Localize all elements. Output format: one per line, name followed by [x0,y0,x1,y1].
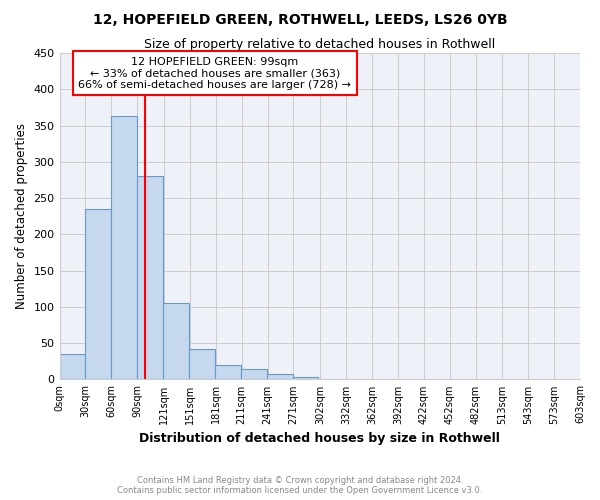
Bar [266,374,293,380]
Bar [85,209,112,380]
Bar [215,365,241,380]
Bar [241,368,266,380]
Bar [137,176,163,380]
Text: 12, HOPEFIELD GREEN, ROTHWELL, LEEDS, LS26 0YB: 12, HOPEFIELD GREEN, ROTHWELL, LEEDS, LS… [92,12,508,26]
X-axis label: Distribution of detached houses by size in Rothwell: Distribution of detached houses by size … [139,432,500,445]
Y-axis label: Number of detached properties: Number of detached properties [15,123,28,309]
Bar [319,378,344,380]
Bar [112,116,137,380]
Bar [293,378,319,380]
Bar [344,378,370,380]
Bar [59,354,85,380]
Bar [163,304,189,380]
Bar [189,349,215,380]
Title: Size of property relative to detached houses in Rothwell: Size of property relative to detached ho… [144,38,496,51]
Text: 12 HOPEFIELD GREEN: 99sqm
← 33% of detached houses are smaller (363)
66% of semi: 12 HOPEFIELD GREEN: 99sqm ← 33% of detac… [79,56,352,90]
Text: Contains HM Land Registry data © Crown copyright and database right 2024.
Contai: Contains HM Land Registry data © Crown c… [118,476,482,495]
